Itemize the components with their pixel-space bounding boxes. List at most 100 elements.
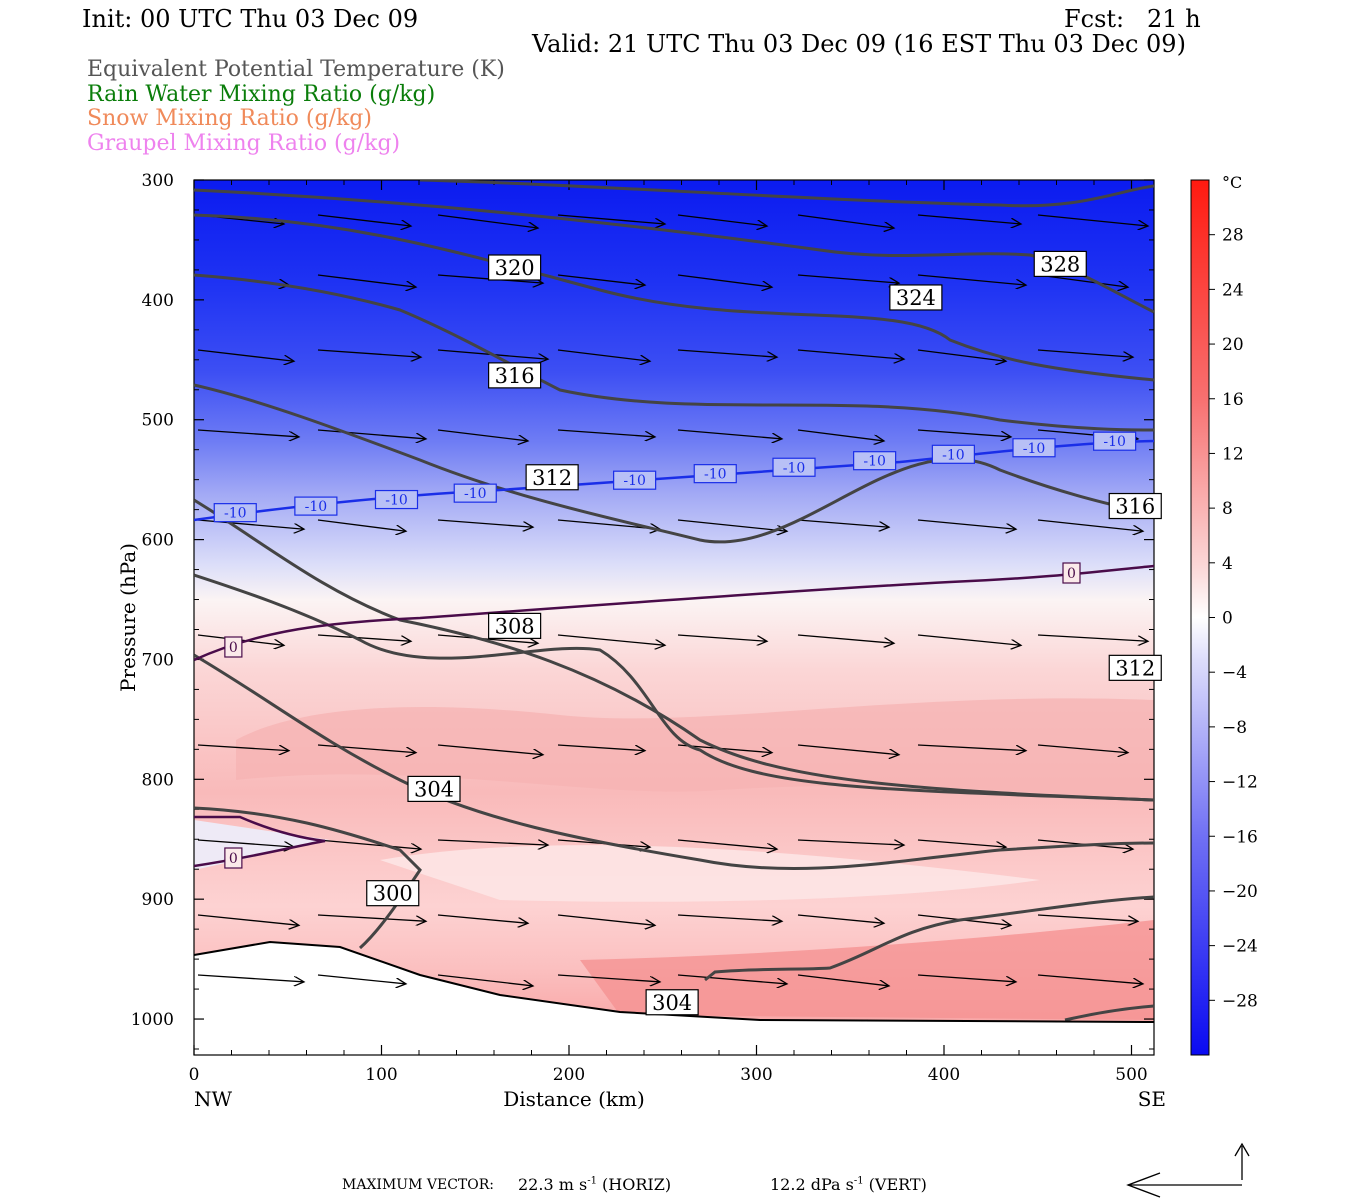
isotherm-label-minus10-box [772, 457, 816, 477]
wind-vector-arrow [317, 744, 415, 753]
legend-snow: Snow Mixing Ratio (g/kg) [87, 106, 372, 131]
wind-vector-arrow [917, 349, 1005, 361]
wind-vector-arrow [557, 914, 654, 925]
theta-e-contour [194, 383, 1154, 544]
y-tick-label: 900 [142, 890, 174, 910]
wind-vector-arrow [197, 974, 303, 982]
theta-e-label-box [525, 464, 579, 491]
plot-frame [193, 179, 1155, 1056]
colorbar-tick-label: −28 [1222, 991, 1258, 1011]
wind-vector-arrow [917, 214, 1020, 224]
vertical-tag: (VERT) [863, 1175, 927, 1194]
theta-e-label: 312 [1108, 654, 1162, 681]
isotherm-label-minus10-text: -10 [783, 460, 806, 476]
theta-e-label-box [1108, 492, 1162, 520]
theta-e-label-box [1108, 654, 1162, 681]
isotherm-label-minus10-box [1012, 438, 1056, 458]
theta-e-label-box [488, 254, 542, 281]
colorbar: °C 28 24 20 16 12 8 4 0 −4 −8 −12 −16 −20 −24 −28 [1190, 173, 1258, 1056]
max-vector-label: MAXIMUM VECTOR: [342, 1177, 494, 1193]
isotherm-label-zero-text: 0 [1067, 566, 1076, 582]
axes: 300 400 500 600 700 800 900 1000 0 100 200 300 400 50… [116, 171, 1166, 1111]
isotherm-label-minus10-box [931, 444, 975, 464]
colorbar-tick-label: 16 [1222, 390, 1244, 410]
isotherm-label-minus10-box [213, 503, 257, 523]
wind-vector-arrow [1037, 974, 1142, 984]
horizontal-exponent: -1 [587, 1175, 597, 1187]
isotherm-label-zero: 0 [224, 847, 243, 869]
wind-vector-arrow [317, 349, 420, 357]
wind-vector-arrow [437, 914, 527, 923]
wind-vector-arrow [677, 429, 781, 439]
wind-vector-arrow [917, 519, 1015, 529]
wind-vector-arrow [437, 839, 547, 845]
wind-vector-arrow [677, 839, 776, 849]
wind-vector-arrow [317, 429, 425, 439]
isotherm-label-zero-box [224, 636, 243, 658]
isotherm-label-minus10-box [853, 451, 897, 471]
wind-vector-arrow [1037, 634, 1147, 641]
isotherm-label-minus10: -10 [613, 470, 657, 490]
isotherm-label-minus10-box [374, 489, 419, 510]
wind-vector-arrow [797, 914, 883, 923]
theta-e-contour [194, 653, 1154, 871]
x-end-label-left: NW [194, 1087, 233, 1111]
isotherm-label-minus10: -10 [213, 503, 257, 523]
y-axis-title: Pressure (hPa) [116, 543, 140, 692]
theta-e-contour [194, 213, 1154, 382]
x-tick-label: 200 [553, 1065, 585, 1085]
wind-vector-arrow [797, 349, 903, 359]
max-vector-vertical: 12.2 dPa s-1 (VERT) [770, 1175, 927, 1194]
theta-e-label-box [488, 362, 542, 389]
wind-vector-arrow [1037, 214, 1147, 226]
theta-e-contour [704, 895, 1154, 982]
wind-vector-arrow [317, 214, 410, 226]
colorbar-tick-label: −16 [1222, 827, 1258, 847]
temperature-shading [194, 180, 1154, 1055]
wind-vector-arrow [437, 519, 532, 527]
wind-vector-arrow [797, 429, 883, 441]
valid-time-label: Valid: 21 UTC Thu 03 Dec 09 (16 EST Thu … [532, 30, 1186, 58]
wind-vector-arrow [917, 744, 1025, 751]
x-end-label-right: SE [1138, 1087, 1166, 1111]
wind-vector-arrow [557, 634, 664, 645]
isotherm-zero [194, 564, 1154, 662]
wind-vector-arrow [557, 744, 644, 751]
max-vector-horizontal: 22.3 m s-1 (HORIZ) [518, 1175, 671, 1194]
theta-e-contour [194, 806, 422, 950]
y-tick-label: 1000 [131, 1010, 174, 1030]
isotherm-label-minus10: -10 [453, 483, 497, 503]
isotherm-label-minus10-text: -10 [1023, 441, 1046, 457]
wind-vector-arrow [437, 214, 537, 228]
isotherm-label-minus10: -10 [374, 489, 419, 510]
colorbar-tick-label: 4 [1222, 554, 1233, 574]
theta-e-label: 328 [1033, 250, 1087, 278]
isotherm-label-minus10-text: -10 [863, 454, 886, 470]
wind-vector-arrow [197, 839, 293, 847]
colorbar-tick-label: −8 [1222, 718, 1247, 738]
theta-e-label-text: 304 [414, 777, 454, 801]
forecast-hour-label: Fcst: 21 h [1064, 5, 1201, 33]
wind-vector-arrow [1037, 744, 1127, 753]
colorbar-tick-label: −12 [1222, 773, 1258, 793]
wind-vector-arrow [557, 349, 649, 361]
contours [194, 180, 1154, 1022]
wind-vector-arrow [917, 839, 1005, 847]
theta-e-contour [194, 573, 1154, 802]
init-label: Init: 00 UTC Thu 03 Dec 09 [82, 5, 419, 33]
colorbar-tick-label: 20 [1222, 335, 1244, 355]
theta-e-label-box [645, 989, 699, 1016]
colorbar-bar [1190, 179, 1210, 1056]
wind-vector-arrow [197, 744, 288, 751]
isotherm-label-minus10: -10 [772, 457, 816, 477]
x-tick-label: 400 [928, 1065, 960, 1085]
isotherm-label-minus10-text: -10 [464, 486, 487, 502]
vertical-value: 12.2 dPa s [770, 1175, 854, 1194]
wind-vector-arrow [1037, 349, 1132, 357]
isotherm-label-minus10-text: -10 [942, 447, 965, 463]
colorbar-tick-label: −4 [1222, 663, 1247, 683]
legend-graupel: Graupel Mixing Ratio (g/kg) [87, 131, 401, 156]
isotherm-label-minus10: -10 [931, 444, 975, 464]
isotherm-label-zero-box [1062, 562, 1081, 584]
y-tick-label: 800 [142, 770, 174, 790]
